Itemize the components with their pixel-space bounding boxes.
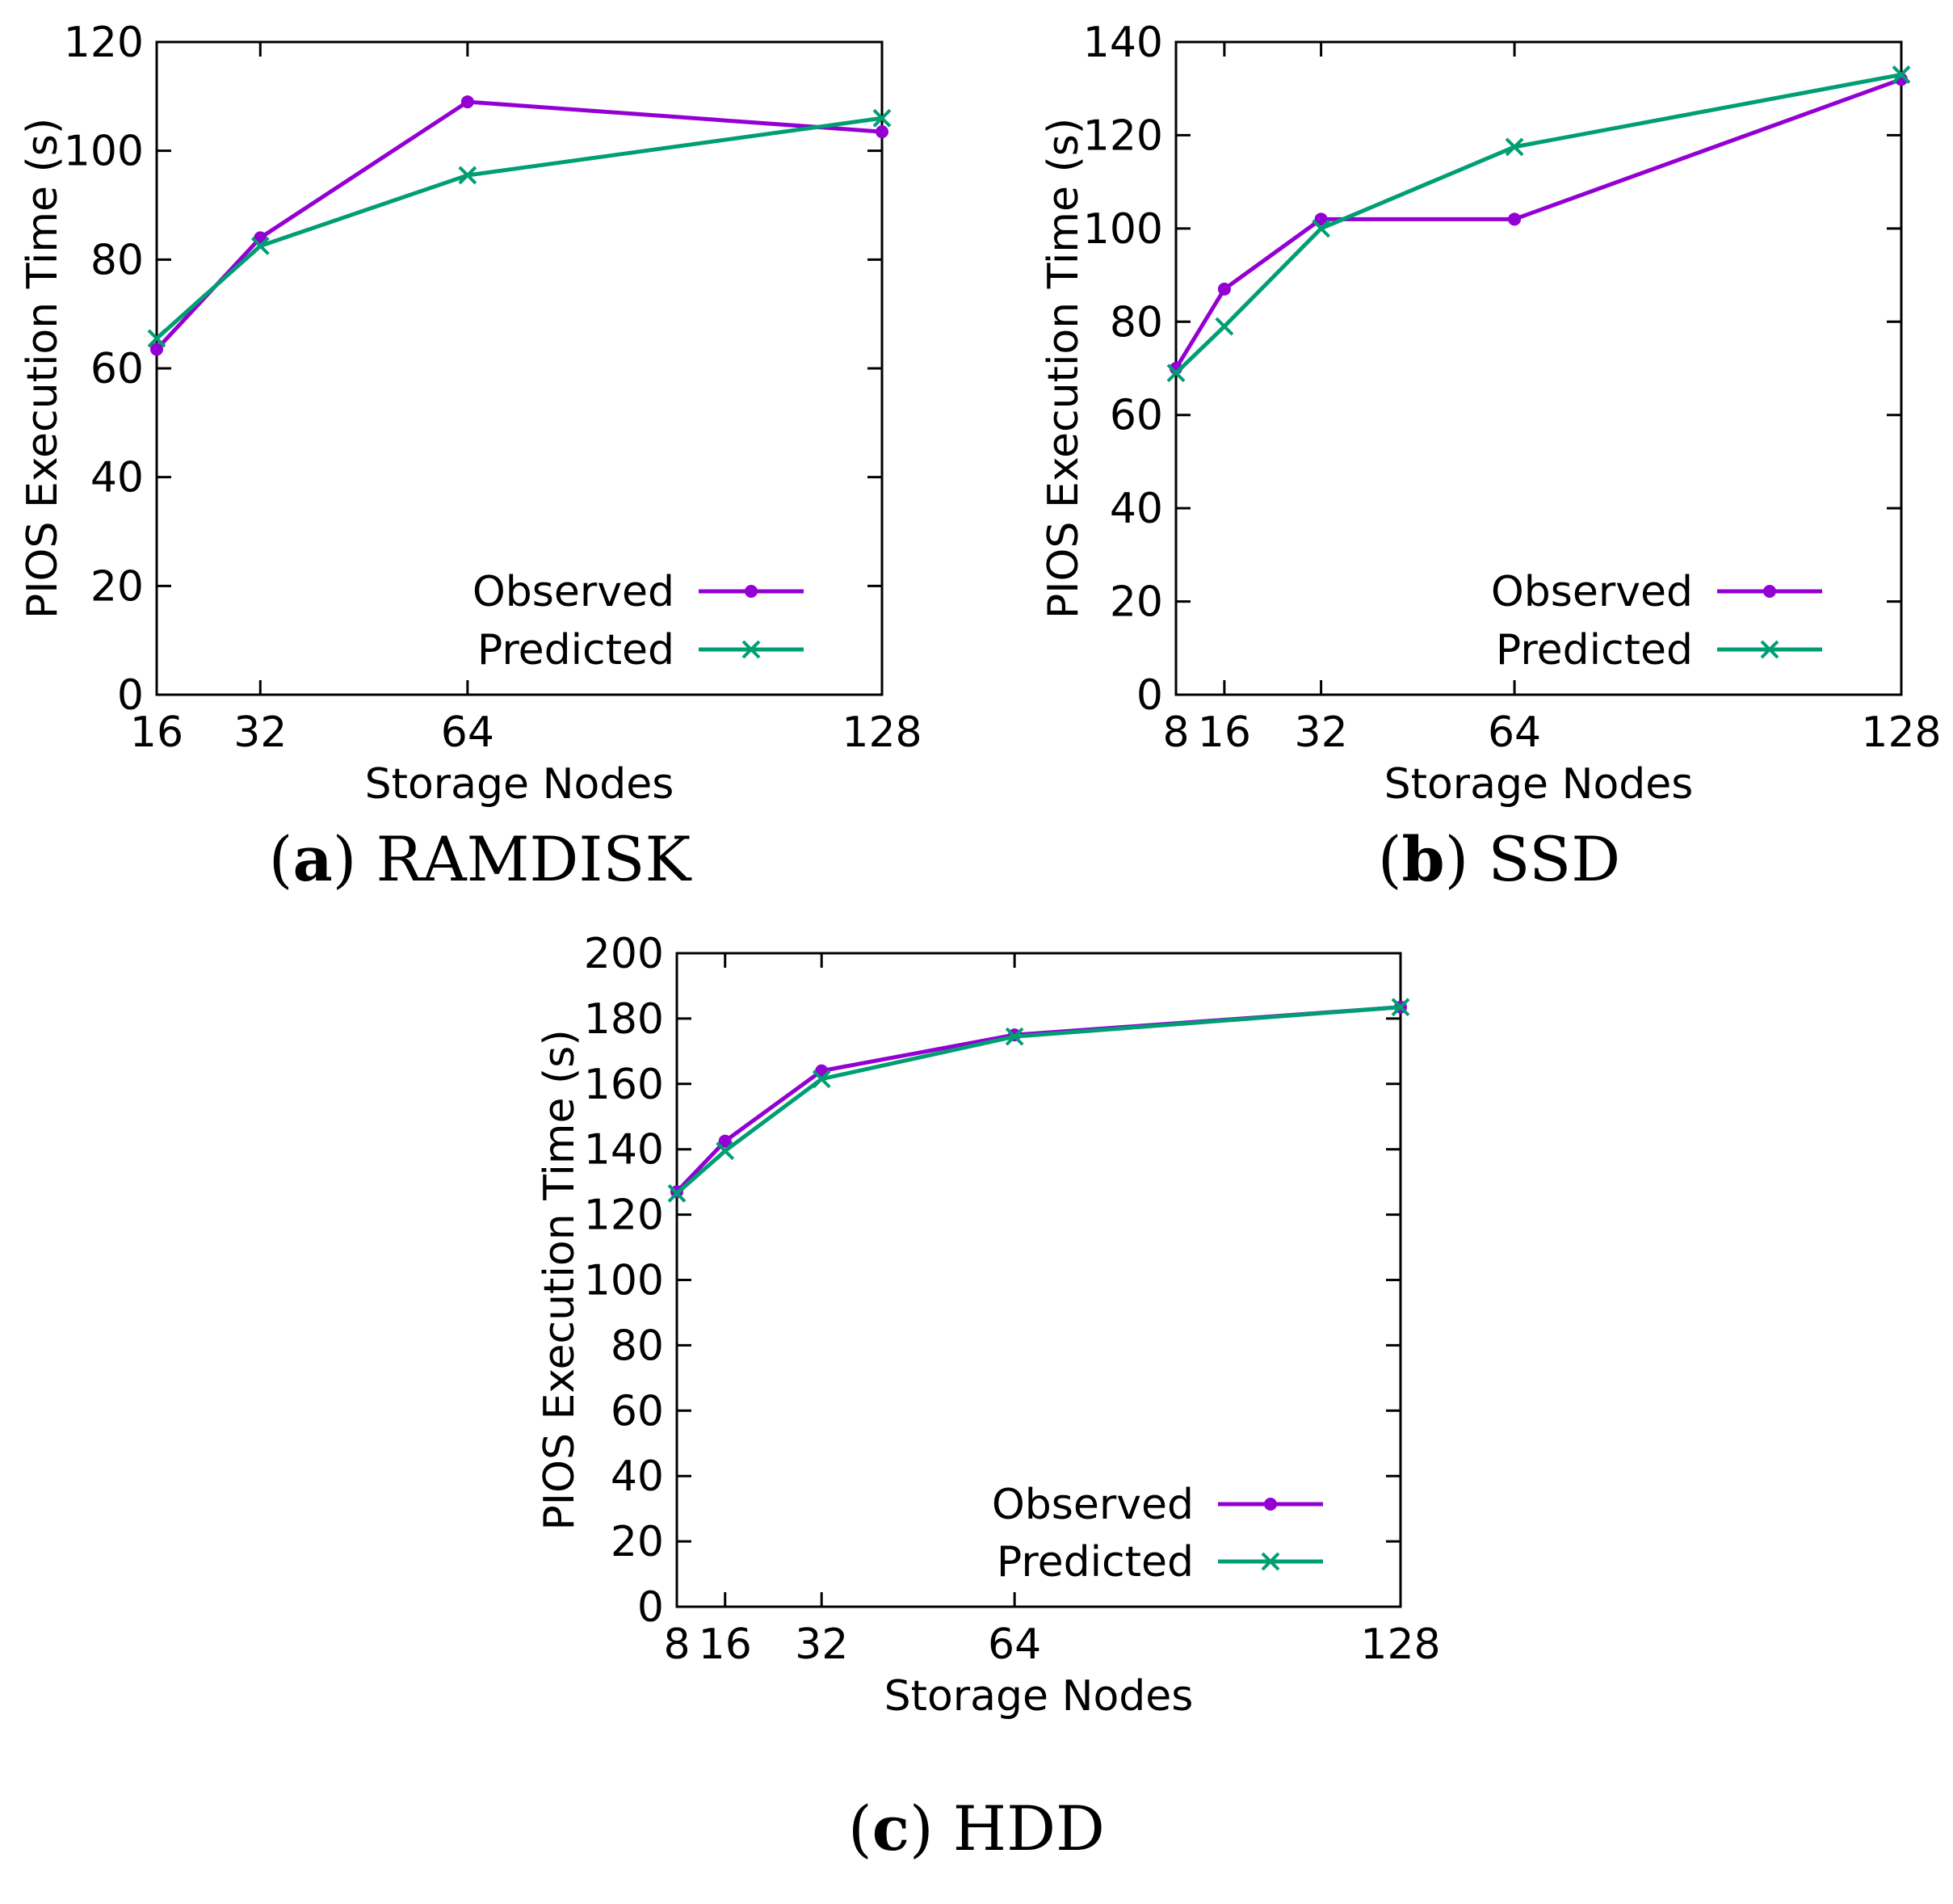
chart-caption: (c) HDD (848, 1793, 1105, 1864)
y-tick-label: 60 (90, 345, 144, 393)
predicted-legend-label: Predicted (997, 1538, 1194, 1587)
predicted-legend-marker (741, 640, 761, 659)
y-tick-label: 100 (1083, 205, 1163, 254)
predicted-point (1312, 219, 1331, 238)
predicted-line (675, 1005, 1401, 1196)
x-tick-label: 8 (663, 1620, 690, 1669)
x-tick-label: 128 (1861, 708, 1941, 757)
y-tick-label: 20 (1110, 578, 1163, 627)
y-tick-label: 140 (1083, 19, 1163, 67)
y-tick-label: 20 (611, 1518, 664, 1566)
y-tick-label: 120 (584, 1192, 664, 1240)
x-tick-label: 128 (842, 708, 922, 757)
predicted-point (872, 108, 892, 128)
observed-legend-marker (745, 585, 758, 598)
observed-point (1508, 212, 1522, 226)
predicted-legend-label: Predicted (1496, 626, 1693, 675)
observed-line (1174, 77, 1902, 370)
y-tick-label: 40 (90, 454, 144, 502)
observed-point (718, 1134, 732, 1148)
observed-point (1217, 282, 1231, 296)
y-tick-label: 120 (1083, 111, 1163, 160)
y-tick-label: 0 (1136, 671, 1163, 720)
y-tick-label: 60 (1110, 392, 1163, 440)
x-tick-label: 128 (1360, 1620, 1440, 1669)
predicted-point (1005, 1027, 1024, 1046)
x-tick-label: 32 (1295, 708, 1348, 757)
x-tick-label: 16 (699, 1620, 752, 1669)
predicted-point (1505, 137, 1524, 157)
x-axis-label: Storage Nodes (1384, 760, 1694, 809)
observed-legend-marker (1763, 585, 1776, 598)
predicted-point (250, 237, 270, 255)
chart-ramdisk: 0 20 40 60 80 100 120 16 32 64 128 Storage Nodes PIO… (19, 19, 922, 895)
predicted-point (1391, 998, 1410, 1017)
y-tick-label: 180 (584, 995, 664, 1044)
observed-point (150, 343, 163, 356)
observed-legend-label: Observed (472, 568, 674, 616)
predicted-line (155, 116, 883, 340)
predicted-legend-marker (1760, 640, 1779, 659)
predicted-point (812, 1070, 831, 1089)
y-tick-label: 0 (637, 1583, 664, 1632)
y-tick-label: 80 (90, 236, 144, 284)
y-tick-label: 140 (584, 1126, 664, 1175)
observed-line (155, 99, 883, 351)
predicted-legend-marker (1261, 1552, 1280, 1571)
x-axis-label: Storage Nodes (365, 760, 674, 809)
y-axis-label: PIOS Execution Time (s) (1040, 118, 1088, 619)
y-tick-label: 160 (584, 1061, 664, 1109)
y-tick-label: 80 (611, 1322, 664, 1370)
y-axis-label: PIOS Execution Time (s) (536, 1029, 584, 1530)
predicted-point (716, 1141, 735, 1161)
observed-legend-label: Observed (992, 1481, 1194, 1529)
x-tick-label: 16 (1198, 708, 1251, 757)
chart-caption: (b) SSD (1378, 823, 1620, 895)
chart-ssd: 0 20 40 60 80 100 120 140 8 16 32 64 128 Storage Node… (1040, 19, 1942, 895)
y-tick-label: 200 (584, 930, 664, 978)
y-tick-label: 100 (64, 128, 144, 176)
observed-legend-marker (1264, 1498, 1277, 1511)
y-tick-label: 0 (117, 671, 144, 720)
y-axis-label: PIOS Execution Time (s) (19, 118, 67, 619)
y-tick-label: 100 (584, 1257, 664, 1305)
chart-hdd: 0 20 40 60 80 100 120 140 160 180 200 8 16 32 64 128 Sto… (536, 930, 1441, 1864)
y-tick-label: 40 (611, 1452, 664, 1501)
observed-point (1314, 212, 1328, 226)
x-tick-label: 32 (795, 1620, 848, 1669)
predicted-point (1166, 364, 1186, 383)
predicted-point (147, 329, 166, 348)
y-tick-label: 20 (90, 562, 144, 611)
observed-legend-label: Observed (1491, 568, 1693, 616)
predicted-legend-label: Predicted (477, 626, 674, 675)
y-tick-label: 80 (1110, 298, 1163, 347)
x-tick-label: 64 (1488, 708, 1541, 757)
y-tick-label: 60 (611, 1387, 664, 1435)
x-tick-label: 64 (441, 708, 494, 757)
observed-point (460, 95, 474, 109)
observed-point (876, 125, 888, 139)
y-tick-label: 40 (1110, 485, 1163, 533)
x-tick-label: 16 (130, 708, 183, 757)
x-tick-label: 8 (1162, 708, 1189, 757)
predicted-point (1892, 65, 1911, 84)
predicted-point (1215, 317, 1234, 336)
chart-caption: (a) RAMDISK (269, 823, 692, 895)
x-axis-label: Storage Nodes (884, 1672, 1194, 1721)
x-tick-label: 32 (233, 708, 287, 757)
predicted-point (667, 1183, 687, 1203)
predicted-point (458, 166, 477, 185)
y-tick-label: 120 (64, 19, 144, 67)
x-tick-label: 64 (988, 1620, 1041, 1669)
